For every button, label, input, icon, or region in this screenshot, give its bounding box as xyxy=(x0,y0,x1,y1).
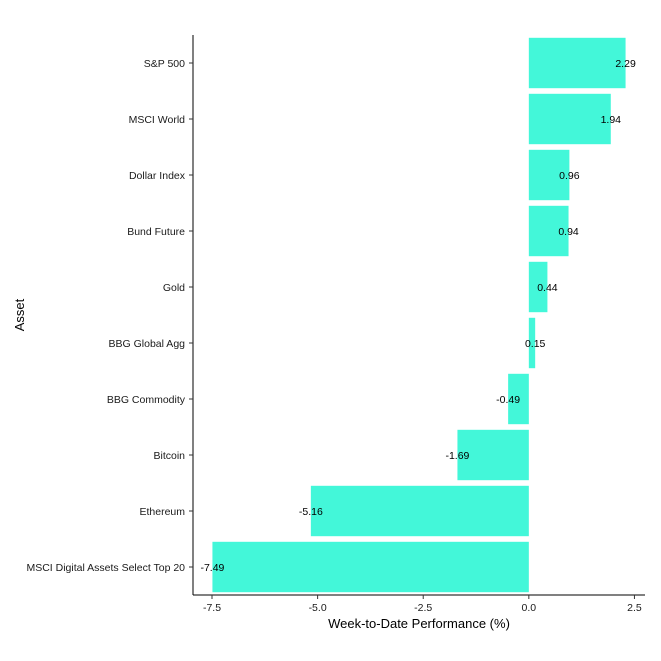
y-tick-label: MSCI Digital Assets Select Top 20 xyxy=(26,562,185,574)
data-labels-group: 2.29 1.94 0.96 0.94 0.44 0.15 -0.49 -1.69 -5.16 -… xyxy=(200,58,635,574)
y-tick-label: BBG Global Agg xyxy=(109,338,186,350)
data-label: -7.49 xyxy=(200,562,224,574)
bars-group xyxy=(212,37,626,593)
y-tick-label: Bitcoin xyxy=(153,450,185,462)
x-axis-title: Week-to-Date Performance (%) xyxy=(328,616,510,631)
data-label: -5.16 xyxy=(299,506,323,518)
bar xyxy=(457,429,529,481)
y-tick-label: Bund Future xyxy=(127,226,185,238)
bar xyxy=(528,37,626,89)
bar xyxy=(528,317,536,369)
y-tick-label: MSCI World xyxy=(129,114,186,126)
bar xyxy=(310,485,529,537)
data-label: 1.94 xyxy=(601,114,622,126)
x-tick-label: 0.0 xyxy=(522,602,537,614)
y-tick-label: S&P 500 xyxy=(144,58,185,70)
x-axis-ticks: -7.5 -5.0 -2.5 0.0 2.5 xyxy=(203,595,642,614)
data-label: 0.94 xyxy=(558,226,579,238)
data-label: -1.69 xyxy=(445,450,469,462)
y-tick-label: Dollar Index xyxy=(129,170,186,182)
y-tick-label: BBG Commodity xyxy=(107,394,186,406)
y-axis-ticks: S&P 500 MSCI World Dollar Index Bund Future… xyxy=(26,58,193,574)
bar xyxy=(508,373,529,425)
bar xyxy=(528,261,548,313)
y-tick-label: Gold xyxy=(163,282,185,294)
data-label: 0.44 xyxy=(537,282,558,294)
data-label: -0.49 xyxy=(496,394,520,406)
x-tick-label: -7.5 xyxy=(203,602,221,614)
y-axis-title: Asset xyxy=(12,298,27,331)
x-tick-label: -2.5 xyxy=(414,602,432,614)
x-tick-label: 2.5 xyxy=(627,602,642,614)
y-tick-label: Ethereum xyxy=(139,506,185,518)
x-tick-label: -5.0 xyxy=(309,602,327,614)
bar xyxy=(212,541,529,593)
bar xyxy=(528,93,611,145)
data-label: 0.96 xyxy=(559,170,580,182)
bar xyxy=(528,149,570,201)
data-label: 0.15 xyxy=(525,338,546,350)
bar xyxy=(528,205,569,257)
data-label: 2.29 xyxy=(615,58,636,70)
